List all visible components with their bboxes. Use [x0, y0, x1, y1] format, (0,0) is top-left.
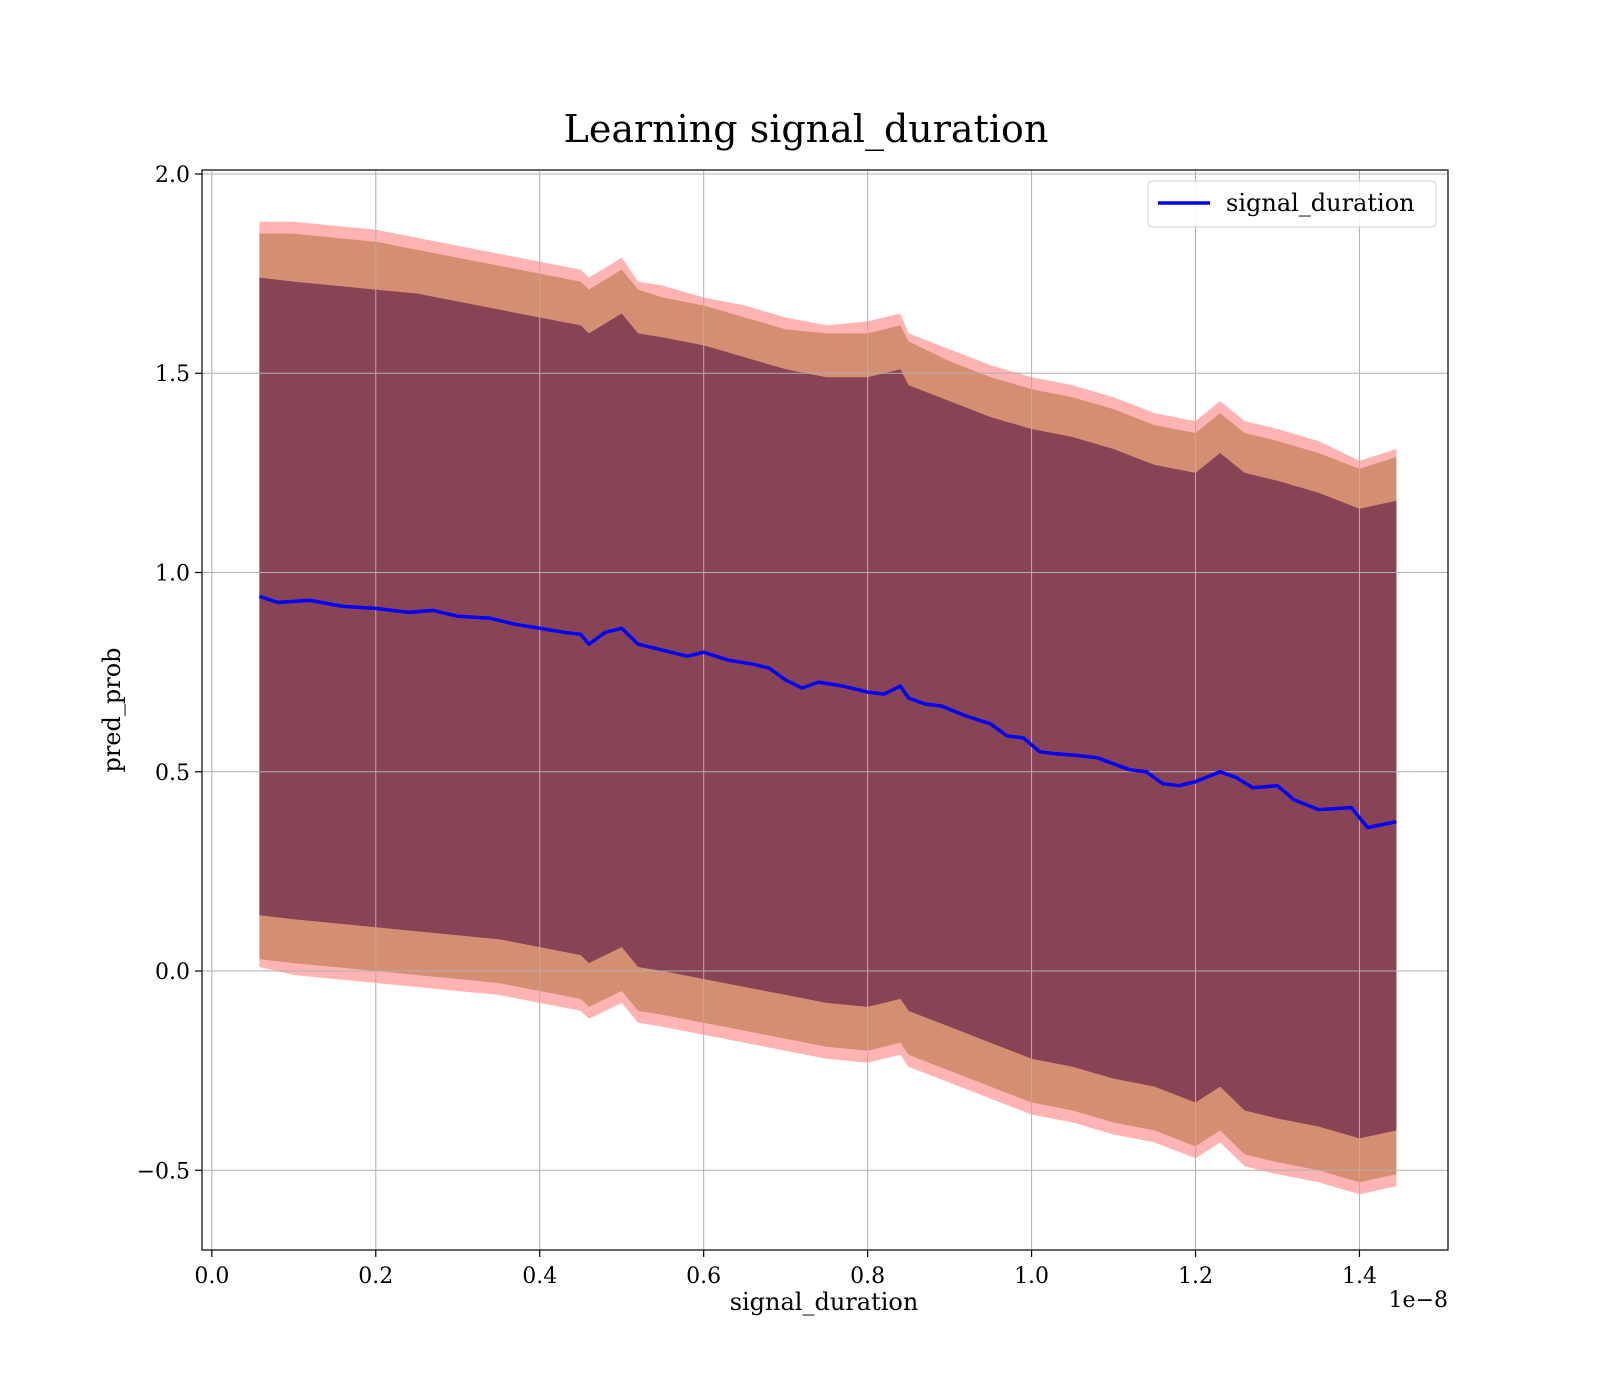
- x-tick-label-4: 0.8: [850, 1264, 885, 1289]
- band-area-2: [259, 277, 1397, 1139]
- chart-title: Learning signal_duration: [564, 107, 1049, 152]
- plot-area: [202, 170, 1448, 1250]
- y-tick-label-4: 1.5: [155, 362, 190, 387]
- x-axis-offset-label: 1e−8: [1389, 1288, 1448, 1313]
- legend-label: signal_duration: [1226, 189, 1415, 217]
- x-axis-label: signal_duration: [730, 1288, 919, 1316]
- x-tick-label-1: 0.2: [358, 1264, 393, 1289]
- y-tick-label-1: 0.0: [155, 960, 190, 985]
- legend-box: [1147, 180, 1437, 228]
- x-tick-label-0: 0.0: [194, 1264, 229, 1289]
- axis-ticks: 0.0 0.2 0.4 0.6 0.8 1.0 1.2 1.4 −0.5 0.0 0.5 1.0 1.5…: [137, 163, 1377, 1289]
- legend: signal_duration: [1147, 180, 1437, 228]
- series-line-0: [258, 594, 1397, 830]
- y-tick-label-5: 2.0: [155, 163, 190, 188]
- y-axis-label: pred_prob: [98, 647, 126, 772]
- x-tick-label-7: 1.4: [1342, 1264, 1377, 1289]
- x-tick-label-2: 0.4: [522, 1264, 557, 1289]
- x-tick-label-3: 0.6: [686, 1264, 721, 1289]
- y-tick-label-3: 1.0: [155, 562, 190, 587]
- x-tick-label-5: 1.0: [1014, 1264, 1049, 1289]
- y-tick-label-0: −0.5: [137, 1159, 190, 1184]
- plot-frame: [201, 169, 1449, 1251]
- x-tick-label-6: 1.2: [1178, 1264, 1213, 1289]
- y-tick-label-2: 0.5: [155, 761, 190, 786]
